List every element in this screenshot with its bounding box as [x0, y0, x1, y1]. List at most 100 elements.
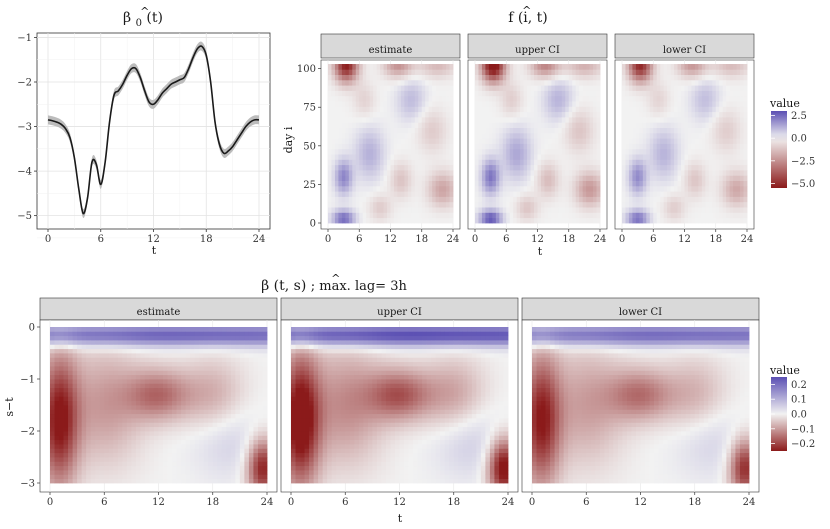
fit-cell	[513, 196, 518, 203]
fit-cell	[499, 95, 504, 102]
bts-cell	[113, 439, 119, 445]
bts-cell	[158, 374, 164, 380]
fit-cell	[593, 185, 597, 192]
fit-cell	[708, 196, 713, 203]
fit-cell	[523, 170, 528, 176]
bts-cell	[59, 409, 64, 415]
fit-cell	[331, 143, 336, 150]
fit-cell	[509, 212, 514, 219]
bts-cell	[72, 370, 78, 376]
bts-cell	[153, 413, 159, 419]
fit-cell	[712, 201, 717, 208]
fit-cell	[404, 180, 409, 187]
bts-cell	[144, 418, 150, 423]
fit-cell	[582, 212, 587, 219]
bts-cell	[104, 387, 110, 393]
fit-cell	[708, 185, 713, 192]
bts-cell	[144, 431, 150, 436]
fit-cell	[575, 106, 580, 113]
fit-cell	[743, 185, 748, 192]
fit-cell	[540, 69, 545, 75]
fit-cell	[674, 164, 678, 171]
fit-cell	[499, 201, 504, 208]
bts-cell	[149, 422, 155, 428]
fit-cell	[691, 164, 696, 171]
fit-cell	[722, 117, 727, 123]
fit-cell	[421, 90, 426, 97]
bts-cell	[172, 448, 177, 454]
fit-cell	[352, 185, 357, 192]
fit-cell	[523, 148, 528, 155]
fit-cell	[527, 127, 531, 134]
fit-cell	[589, 154, 594, 160]
fit-cell	[435, 85, 440, 91]
bts-cell	[185, 396, 191, 402]
fit-cell	[540, 217, 545, 224]
fit-cell	[369, 138, 374, 144]
fit-cell	[418, 127, 423, 134]
bts-cell	[68, 387, 74, 393]
fit-cell	[544, 148, 549, 155]
fit-cell	[740, 122, 744, 128]
fit-cell	[684, 111, 689, 118]
fit-cell	[596, 138, 601, 144]
fit-cell	[586, 111, 590, 118]
fit-cell	[701, 117, 706, 123]
bts-cell	[153, 405, 159, 410]
fit-cell	[712, 117, 717, 123]
fit-cell	[733, 201, 737, 208]
fit-cell	[421, 74, 426, 81]
fit-cell	[478, 111, 483, 118]
bts-cell	[104, 461, 110, 467]
fit-cell	[684, 106, 689, 113]
bts-cell	[208, 357, 214, 363]
fit-cell	[701, 90, 706, 97]
fit-cell	[520, 196, 525, 203]
bts-cell	[226, 452, 232, 458]
fit-cell	[642, 207, 647, 213]
bts-cell	[77, 392, 83, 397]
fit-cell	[653, 196, 658, 203]
fit-cell	[530, 180, 535, 187]
fit-cell	[743, 79, 748, 86]
fit-cell	[625, 117, 630, 123]
fit-cell	[352, 164, 357, 171]
beta0-xlabel: t	[152, 244, 157, 257]
bts-cell	[221, 448, 227, 454]
bts-cell	[226, 392, 232, 397]
fit-cell	[722, 154, 727, 160]
fit-cell	[670, 185, 675, 192]
bts-cell	[113, 478, 119, 484]
fit-cell	[516, 154, 521, 160]
fit-cell	[435, 127, 440, 134]
bts-cell	[50, 392, 55, 397]
bts-cell	[68, 465, 74, 471]
fit-cell	[565, 101, 570, 107]
fit-cell	[632, 191, 637, 197]
bts-cell	[158, 387, 164, 393]
fit-cell	[667, 191, 672, 197]
bts-cell	[117, 379, 123, 384]
bts-cell	[117, 439, 123, 445]
bts-cell	[149, 457, 155, 462]
fit-cell	[509, 122, 514, 128]
fit-cell	[733, 122, 737, 128]
fit-cell	[540, 79, 545, 86]
bts-cell	[140, 457, 146, 462]
bts-cell	[99, 344, 105, 350]
fit-cell	[579, 85, 584, 91]
fit-cell	[376, 127, 381, 134]
bts-cell	[230, 448, 236, 454]
fit-cell	[670, 127, 675, 134]
fit-cell	[579, 127, 584, 134]
bts-cell	[172, 396, 177, 402]
fit-cell	[537, 196, 542, 203]
bts-cell	[194, 470, 200, 475]
fit-cell	[338, 170, 343, 176]
fit-cell	[674, 185, 678, 192]
fit-cell	[726, 201, 731, 208]
bts-cell	[194, 327, 200, 332]
bts-cell	[176, 361, 182, 367]
fit-cell	[628, 106, 633, 113]
bts-cell	[90, 353, 96, 358]
